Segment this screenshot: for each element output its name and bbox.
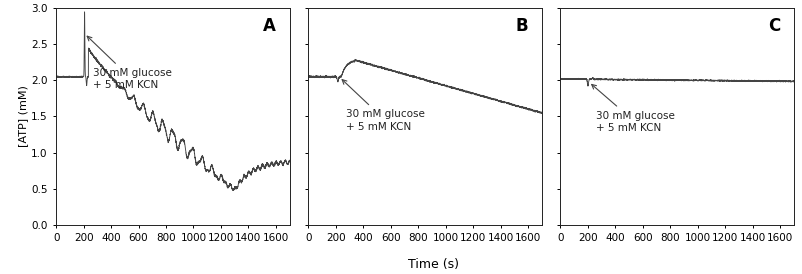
Y-axis label: [ATP] (mM): [ATP] (mM) [18,85,28,147]
Text: B: B [515,17,528,35]
Text: C: C [768,17,780,35]
Text: 30 mM glucose
+ 5 mM KCN: 30 mM glucose + 5 mM KCN [342,80,425,132]
Text: 30 mM glucose
+ 5 mM KCN: 30 mM glucose + 5 mM KCN [87,36,172,90]
Text: A: A [263,17,276,35]
Text: 30 mM glucose
+ 5 mM KCN: 30 mM glucose + 5 mM KCN [592,84,674,133]
Text: Time (s): Time (s) [407,258,459,271]
